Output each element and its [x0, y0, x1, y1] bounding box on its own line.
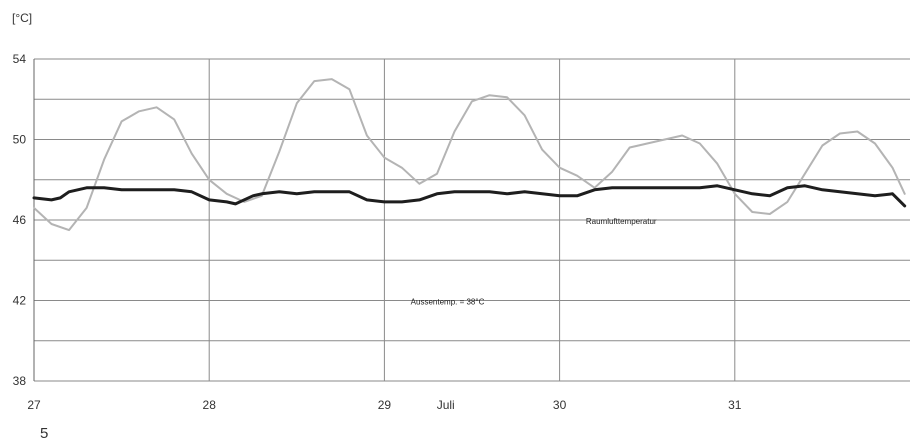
x-tick-label: 30	[553, 398, 567, 412]
x-tick-label: 27	[27, 398, 41, 412]
y-tick-label: 50	[13, 133, 27, 147]
y-axis-unit-label: [°C]	[12, 11, 32, 25]
x-tick-label: 31	[728, 398, 742, 412]
annotation-label: Aussentemp. = 38°C	[411, 298, 485, 307]
x-tick-label: 28	[203, 398, 217, 412]
series-line-light	[33, 78, 906, 232]
x-month-label: Juli	[437, 398, 455, 412]
y-tick-label: 46	[13, 213, 27, 227]
y-tick-label: 42	[13, 294, 27, 308]
y-tick-label: 54	[13, 52, 27, 66]
y-tick-label: 38	[13, 374, 27, 388]
series-layer	[32, 78, 907, 232]
series-line-raumluft	[32, 184, 907, 208]
grid-layer	[33, 58, 910, 382]
x-tick-label: 29	[378, 398, 392, 412]
annotation-label: Raumlufttemperatur	[586, 217, 657, 226]
page-number: 5	[40, 425, 48, 439]
